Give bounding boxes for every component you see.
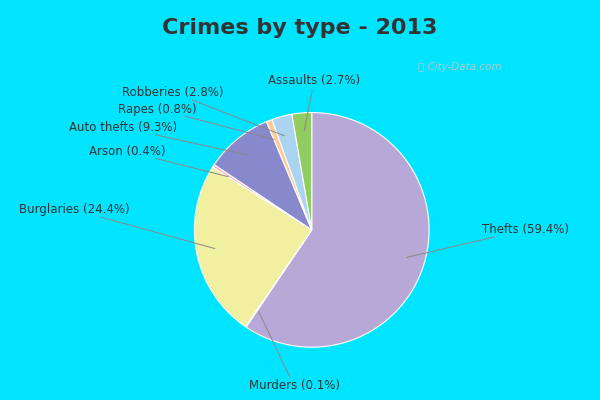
Text: Arson (0.4%): Arson (0.4%) [89,145,229,177]
Text: Auto thefts (9.3%): Auto thefts (9.3%) [68,121,248,155]
Wedge shape [246,112,429,347]
Wedge shape [245,230,312,327]
Wedge shape [272,114,312,230]
Text: ⓘ City-Data.com: ⓘ City-Data.com [418,62,502,72]
Wedge shape [212,165,312,230]
Wedge shape [266,120,312,230]
Text: Assaults (2.7%): Assaults (2.7%) [268,74,360,131]
Text: Crimes by type - 2013: Crimes by type - 2013 [163,18,437,38]
Text: Murders (0.1%): Murders (0.1%) [248,312,340,392]
Wedge shape [194,167,312,327]
Text: Burglaries (24.4%): Burglaries (24.4%) [19,204,215,248]
Text: Robberies (2.8%): Robberies (2.8%) [122,86,284,136]
Text: Rapes (0.8%): Rapes (0.8%) [118,102,274,140]
Wedge shape [292,112,312,230]
Wedge shape [214,122,312,230]
Text: Thefts (59.4%): Thefts (59.4%) [406,223,569,258]
